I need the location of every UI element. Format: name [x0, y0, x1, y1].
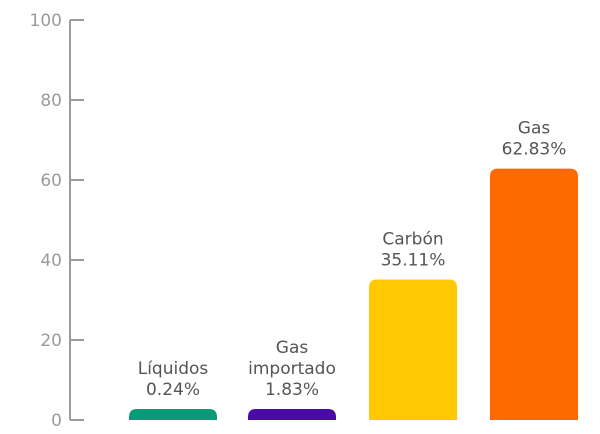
y-tick-label: 20 [40, 331, 62, 351]
bar-l-quidos [129, 409, 217, 420]
y-tick-label: 0 [51, 411, 62, 431]
bar-carb-n [369, 279, 457, 420]
bar-value-label: 62.83% [502, 140, 567, 160]
bar-category-label: importado [248, 359, 336, 379]
y-tick-label: 100 [30, 11, 62, 31]
y-axis: 0 20 40 60 80 100 [30, 11, 84, 431]
bar-category-label: Carbón [382, 230, 443, 250]
y-tick-label: 60 [40, 171, 62, 191]
bar-category-label: Líquidos [138, 359, 209, 379]
bar-value-label: 1.83% [265, 380, 319, 400]
bar-gas-importado [248, 409, 336, 420]
bar-category-label: Gas [276, 338, 309, 358]
bar-gas [490, 168, 578, 420]
bar-labels: 0.24%Líquidos1.83%Gasimportado35.11%Carb… [138, 119, 567, 400]
bar-value-label: 0.24% [146, 380, 200, 400]
bars [129, 168, 578, 420]
bar-value-label: 35.11% [381, 251, 446, 271]
bar-category-label: Gas [518, 119, 551, 139]
y-tick-label: 40 [40, 251, 62, 271]
y-tick-label: 80 [40, 91, 62, 111]
